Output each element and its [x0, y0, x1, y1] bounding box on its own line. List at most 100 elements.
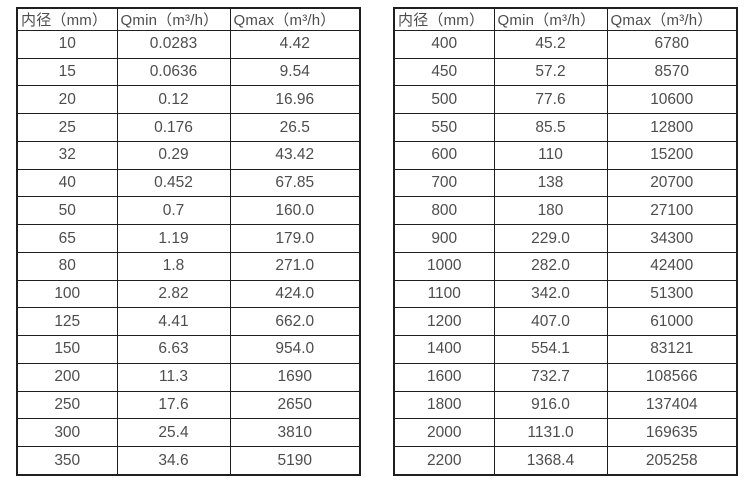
- table-cell: 20: [16, 85, 118, 115]
- table-cell: 10: [16, 30, 118, 59]
- table-body-left: 10 0.0283 4.42 15 0.0636 9.54 20 0.12 16.96 25 0.1…: [16, 30, 361, 476]
- header-qmin: Qmin（m³/h）: [493, 7, 608, 31]
- table-cell: 0.29: [116, 140, 231, 170]
- table-cell: 20700: [606, 168, 738, 198]
- table-body-right: 400 45.2 6780 450 57.2 8570 500 77.6 10600 550 85.…: [393, 30, 738, 476]
- table-cell: 25.4: [116, 418, 231, 448]
- table-row: 300 25.4 3810: [16, 418, 361, 448]
- table-cell: 57.2: [493, 57, 608, 87]
- table-cell: 16.96: [229, 85, 361, 115]
- table-cell: 1000: [393, 251, 495, 281]
- table-row: 65 1.19 179.0: [16, 224, 361, 253]
- table-cell: 11.3: [116, 362, 231, 392]
- table-cell: 800: [393, 196, 495, 226]
- table-row: 400 45.2 6780: [393, 30, 738, 59]
- table-cell: 9.54: [229, 57, 361, 87]
- table-cell: 450: [393, 57, 495, 87]
- table-row: 1200 407.0 61000: [393, 307, 738, 337]
- table-cell: 3810: [229, 418, 361, 448]
- table-cell: 732.7: [493, 362, 608, 392]
- table-cell: 34300: [606, 224, 738, 253]
- table-cell: 0.176: [116, 113, 231, 142]
- table-row: 550 85.5 12800: [393, 113, 738, 142]
- table-cell: 282.0: [493, 251, 608, 281]
- table-cell: 954.0: [229, 335, 361, 364]
- table-cell: 550: [393, 113, 495, 142]
- table-cell: 179.0: [229, 224, 361, 253]
- header-qmax: Qmax（m³/h）: [229, 7, 361, 31]
- table-cell: 1200: [393, 307, 495, 337]
- table-cell: 271.0: [229, 251, 361, 281]
- table-cell: 43.42: [229, 140, 361, 170]
- table-cell: 200: [16, 362, 118, 392]
- table-cell: 300: [16, 418, 118, 448]
- table-cell: 6.63: [116, 335, 231, 364]
- table-row: 15 0.0636 9.54: [16, 57, 361, 87]
- table-row: 2000 1131.0 169635: [393, 418, 738, 448]
- table-row: 600 110 15200: [393, 140, 738, 170]
- table-cell: 42400: [606, 251, 738, 281]
- table-cell: 350: [16, 446, 118, 476]
- table-cell: 17.6: [116, 390, 231, 420]
- table-row: 80 1.8 271.0: [16, 251, 361, 281]
- table-cell: 67.85: [229, 168, 361, 198]
- table-row: 10 0.0283 4.42: [16, 30, 361, 59]
- table-cell: 85.5: [493, 113, 608, 142]
- table-cell: 916.0: [493, 390, 608, 420]
- table-cell: 34.6: [116, 446, 231, 476]
- table-cell: 0.12: [116, 85, 231, 115]
- table-cell: 80: [16, 251, 118, 281]
- table-cell: 0.0636: [116, 57, 231, 87]
- table-cell: 160.0: [229, 196, 361, 226]
- table-row: 1000 282.0 42400: [393, 251, 738, 281]
- table-cell: 40: [16, 168, 118, 198]
- table-cell: 50: [16, 196, 118, 226]
- table-header-row: 内径（mm） Qmin（m³/h） Qmax（m³/h）: [393, 7, 738, 31]
- table-cell: 2.82: [116, 279, 231, 309]
- table-cell: 700: [393, 168, 495, 198]
- table-cell: 169635: [606, 418, 738, 448]
- table-cell: 61000: [606, 307, 738, 337]
- table-cell: 51300: [606, 279, 738, 309]
- table-cell: 138: [493, 168, 608, 198]
- table-cell: 150: [16, 335, 118, 364]
- table-cell: 1.8: [116, 251, 231, 281]
- table-row: 2200 1368.4 205258: [393, 446, 738, 476]
- table-row: 20 0.12 16.96: [16, 85, 361, 115]
- table-cell: 4.41: [116, 307, 231, 337]
- table-cell: 0.452: [116, 168, 231, 198]
- table-cell: 2000: [393, 418, 495, 448]
- table-cell: 424.0: [229, 279, 361, 309]
- table-cell: 65: [16, 224, 118, 253]
- table-row: 450 57.2 8570: [393, 57, 738, 87]
- table-cell: 554.1: [493, 335, 608, 364]
- table-cell: 110: [493, 140, 608, 170]
- table-cell: 0.0283: [116, 30, 231, 59]
- table-row: 25 0.176 26.5: [16, 113, 361, 142]
- table-cell: 1400: [393, 335, 495, 364]
- table-cell: 400: [393, 30, 495, 59]
- table-cell: 125: [16, 307, 118, 337]
- table-cell: 250: [16, 390, 118, 420]
- table-cell: 2650: [229, 390, 361, 420]
- table-cell: 83121: [606, 335, 738, 364]
- table-row: 125 4.41 662.0: [16, 307, 361, 337]
- table-cell: 1600: [393, 362, 495, 392]
- header-qmin: Qmin（m³/h）: [116, 7, 231, 31]
- table-cell: 2200: [393, 446, 495, 476]
- table-cell: 15: [16, 57, 118, 87]
- table-cell: 1.19: [116, 224, 231, 253]
- table-cell: 25: [16, 113, 118, 142]
- table-cell: 1131.0: [493, 418, 608, 448]
- table-row: 1400 554.1 83121: [393, 335, 738, 364]
- table-row: 900 229.0 34300: [393, 224, 738, 253]
- table-cell: 900: [393, 224, 495, 253]
- table-cell: 137404: [606, 390, 738, 420]
- table-cell: 77.6: [493, 85, 608, 115]
- table-cell: 26.5: [229, 113, 361, 142]
- table-cell: 1690: [229, 362, 361, 392]
- table-row: 32 0.29 43.42: [16, 140, 361, 170]
- table-row: 40 0.452 67.85: [16, 168, 361, 198]
- table-header-row: 内径（mm） Qmin（m³/h） Qmax（m³/h）: [16, 7, 361, 31]
- table-cell: 180: [493, 196, 608, 226]
